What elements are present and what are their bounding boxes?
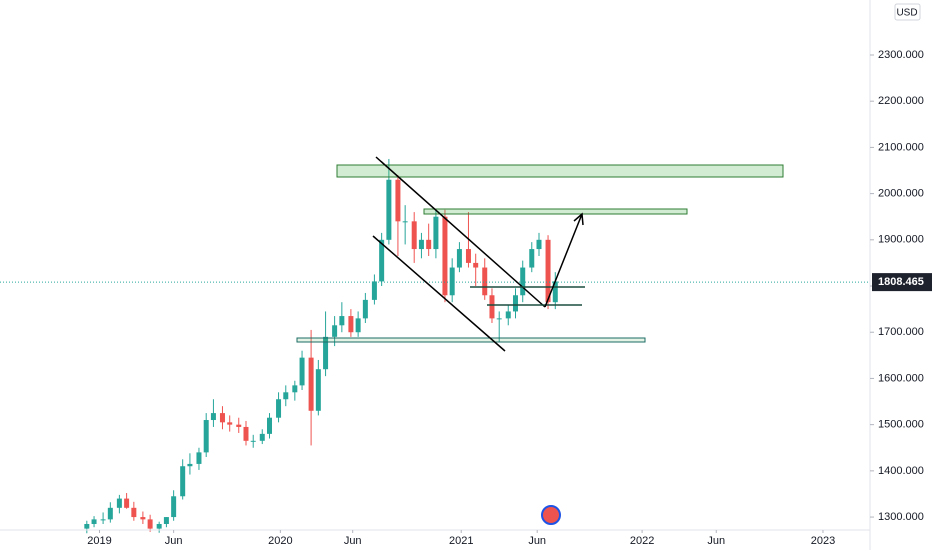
candle-body bbox=[107, 507, 113, 520]
candle-body bbox=[395, 179, 401, 222]
candle-body bbox=[433, 216, 439, 250]
candle-body bbox=[219, 413, 225, 423]
candle-body bbox=[348, 316, 354, 333]
candle-body bbox=[505, 311, 511, 319]
candle-body bbox=[299, 357, 305, 386]
trend-line bbox=[375, 156, 546, 308]
candle-body bbox=[147, 519, 153, 529]
candle-body bbox=[512, 295, 518, 312]
candle-body bbox=[267, 417, 273, 434]
y-tick-label: 1500.000 bbox=[878, 419, 924, 431]
support-zone bbox=[296, 337, 646, 343]
arrow-head bbox=[573, 212, 584, 226]
candle-body bbox=[411, 221, 417, 250]
candle-body bbox=[276, 399, 282, 418]
candle-body bbox=[473, 262, 479, 268]
candle-body bbox=[308, 357, 314, 411]
last-price-box bbox=[872, 273, 932, 292]
currency-badge[interactable] bbox=[894, 3, 921, 21]
candle-body bbox=[449, 267, 455, 296]
candle-body bbox=[496, 318, 502, 320]
candle-body bbox=[465, 249, 471, 263]
y-tick-label: 1400.000 bbox=[878, 465, 924, 477]
candle-body bbox=[442, 216, 448, 296]
currency-label: USD bbox=[896, 8, 917, 19]
candle-body bbox=[196, 452, 202, 464]
x-tick-label: Jun bbox=[165, 535, 183, 547]
resistance-zone bbox=[336, 164, 784, 178]
y-tick-label: 1600.000 bbox=[878, 372, 924, 384]
candle-body bbox=[236, 424, 242, 427]
candle-body bbox=[339, 316, 345, 326]
candle-body bbox=[243, 426, 249, 441]
candle-body bbox=[552, 281, 558, 303]
candle-body bbox=[418, 239, 424, 250]
candle-body bbox=[386, 179, 392, 240]
candle-body bbox=[323, 336, 329, 370]
candle-body bbox=[131, 507, 137, 518]
candle-body bbox=[156, 523, 162, 529]
candle-body bbox=[210, 413, 216, 421]
candle-body bbox=[180, 466, 186, 497]
candle-body bbox=[187, 463, 193, 467]
trend-line bbox=[372, 235, 506, 352]
candle-body bbox=[402, 221, 408, 223]
resistance-zone bbox=[423, 208, 688, 215]
candle-body bbox=[456, 249, 462, 268]
x-tick-label: Jun bbox=[707, 535, 725, 547]
candle-body bbox=[124, 498, 130, 508]
candle-body bbox=[116, 498, 122, 508]
candle-body bbox=[203, 420, 209, 453]
candle-body bbox=[482, 267, 488, 296]
candle-body bbox=[545, 239, 551, 303]
y-tick-label: 2100.000 bbox=[878, 141, 924, 153]
candle-body bbox=[84, 523, 90, 529]
candle-body bbox=[227, 422, 233, 425]
candle-body bbox=[100, 519, 106, 521]
y-tick-label: 2300.000 bbox=[878, 49, 924, 61]
candle-body bbox=[283, 392, 289, 400]
candle-body bbox=[520, 267, 526, 296]
y-tick-label: 1700.000 bbox=[878, 326, 924, 338]
candle-body bbox=[355, 318, 361, 333]
candle-body bbox=[91, 519, 97, 524]
last-price-label: 1808.465 bbox=[878, 276, 924, 288]
x-tick-label: 2023 bbox=[811, 535, 835, 547]
y-tick-label: 2000.000 bbox=[878, 188, 924, 200]
x-tick-label: Jun bbox=[344, 535, 362, 547]
candle-body bbox=[140, 517, 146, 520]
x-tick-label: Jun bbox=[528, 535, 546, 547]
candle-body bbox=[371, 281, 377, 300]
y-tick-label: 1300.000 bbox=[878, 511, 924, 523]
candle-body bbox=[332, 325, 338, 337]
event-icon[interactable] bbox=[541, 505, 561, 525]
candle-body bbox=[259, 433, 265, 441]
x-tick-label: 2022 bbox=[630, 535, 654, 547]
x-tick-label: 2020 bbox=[268, 535, 292, 547]
candle-body bbox=[250, 440, 256, 442]
candle-body bbox=[362, 299, 368, 319]
y-tick-label: 1900.000 bbox=[878, 234, 924, 246]
candle-body bbox=[529, 249, 535, 268]
candle-body bbox=[489, 295, 495, 319]
candle-body bbox=[171, 496, 177, 518]
candle-body bbox=[163, 517, 169, 524]
projection-arrow bbox=[544, 213, 583, 308]
drawings bbox=[296, 156, 784, 525]
y-tick-label: 2200.000 bbox=[878, 95, 924, 107]
candle-body bbox=[292, 385, 298, 393]
candle-body bbox=[379, 239, 385, 282]
x-tick-label: 2021 bbox=[449, 535, 473, 547]
candle-body bbox=[536, 239, 542, 250]
x-tick-label: 2019 bbox=[87, 535, 111, 547]
candle-body bbox=[315, 369, 321, 411]
candle-body bbox=[426, 239, 432, 250]
